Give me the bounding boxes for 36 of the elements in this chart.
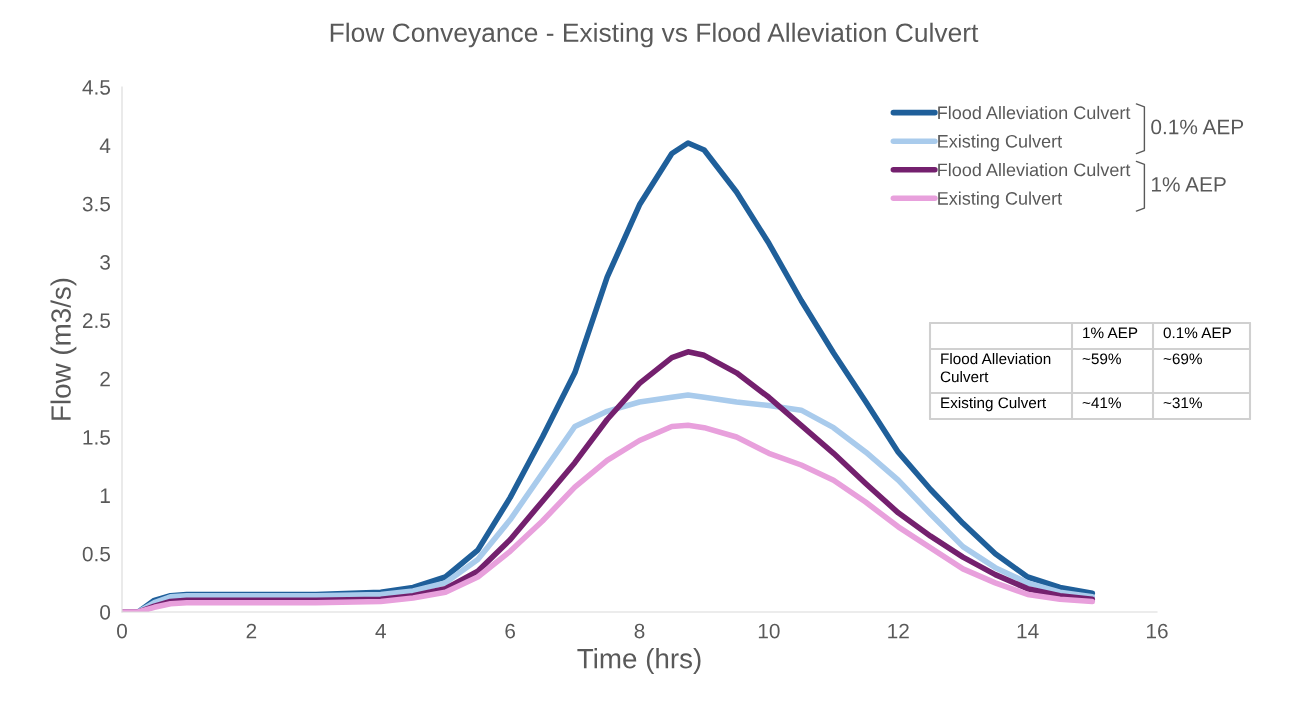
legend-label: Existing Culvert [938,191,1063,209]
y-tick-label: 1.5 [83,430,111,445]
y-tick-label: 0.5 [82,546,111,562]
annotation: ~41% [1082,397,1121,409]
text: 0.1% AEP [1163,327,1231,339]
annotation: Existing Culvert [941,397,1047,412]
x-tick-label: 2 [246,623,257,639]
text: ~69% [1163,353,1202,365]
y-tick-label: 3 [100,255,110,270]
legend-label: Flood Alleviation Culvert [938,163,1131,177]
chart-title: Flow Conveyance - Existing vs Flood Alleviation Culvert [330,22,979,48]
legend-label: Existing Culvert [938,134,1063,152]
x-tick-label: 14 [1017,623,1039,639]
annotation: Flood Alleviation Culvert [940,353,1051,383]
x-tick-label: 16 [1147,623,1168,639]
x-axis-title: Time (hrs) [577,648,701,674]
y-tick-label: 4 [99,138,111,153]
legend-label: Flood Alleviation Culvert [938,105,1131,120]
annotation: 1% AEP [1083,327,1138,339]
text: ~31% [1163,397,1202,409]
x-tick-label: 12 [888,623,909,639]
y-tick-label: 1 [100,488,110,503]
x-tick-label: 10 [758,623,780,639]
y-tick-label: 2 [100,371,110,387]
y-tick-label: 0 [100,605,111,620]
y-tick-label: 4.5 [82,80,111,95]
x-tick-label: 8 [634,623,645,639]
y-tick-label: 2.5 [82,313,111,329]
annotation: 0.1% AEP [1151,119,1244,135]
y-axis-title: Flow (m3/s) [50,278,77,420]
y-tick-label: 3.5 [82,196,111,212]
annotation: 1% AEP [1151,177,1226,192]
x-tick-label: 0 [117,623,127,639]
annotation: ~59% [1082,353,1121,365]
x-tick-label: 4 [375,623,386,639]
x-tick-label: 6 [505,623,515,639]
